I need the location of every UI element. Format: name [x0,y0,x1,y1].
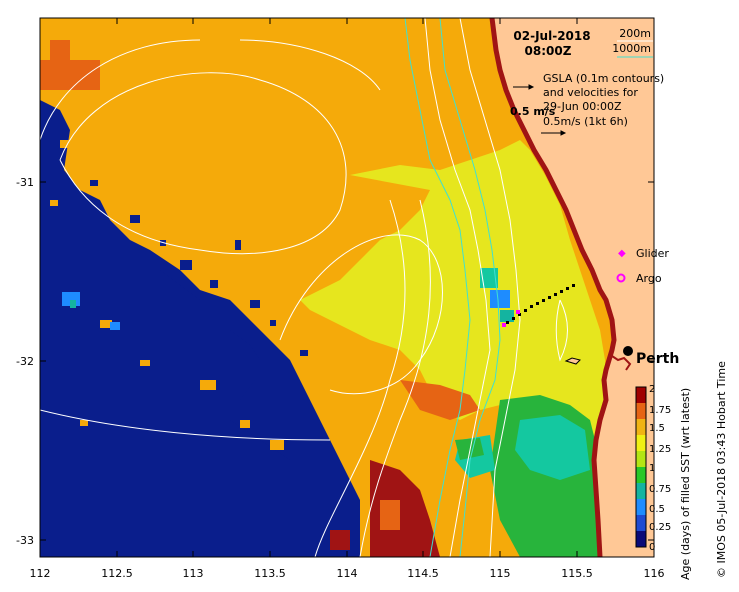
gsla-note: GSLA (0.1m contours) and velocities for … [510,72,664,128]
x-tick-label: 112.5 [101,567,133,580]
y-tick-labels: -31 -32 -33 [16,176,34,547]
colorbar-tick: 0.5 [649,504,665,515]
map-plot-area [40,18,654,557]
coastal-rim [489,18,617,557]
x-tick-label: 113 [183,567,204,580]
gsla-contours [40,39,568,557]
gsla-line1: GSLA (0.1m contours) [543,72,664,85]
yellow-shelf-region [300,140,605,440]
map-date: 02-Jul-2018 [513,29,590,43]
gsla-line2: and velocities for [543,86,638,99]
orange-speckles-in-blue [50,140,284,450]
depth-legend: 200m 1000m [612,27,653,58]
x-tick-label: 114 [337,567,358,580]
y-tick-label: -33 [16,534,34,547]
x-tick-labels: 112 112.5 113 113.5 114 114.5 115 115.5 … [30,567,665,580]
x-tick-label: 112 [30,567,51,580]
platform-legend: ◆ Glider Argo [616,247,669,285]
glider-track [502,284,575,327]
glider-marker-icon: ◆ [618,248,626,259]
credit-text: © IMOS 05-Jul-2018 03:43 Hobart Time [715,361,728,578]
cyan-spots-west [62,292,120,330]
gsla-line3: 29-Jun 00:00Z [543,100,622,113]
colorbar-tick: 0 [649,542,655,553]
colorbar-tick: 0.25 [649,522,671,533]
rottnest-outline [564,357,581,365]
colorbar-tick: 2 [649,384,655,395]
perth-marker [611,346,633,371]
x-tick-label: 115.5 [561,567,593,580]
x-tick-label: 113.5 [254,567,286,580]
argo-marker-icon [616,273,626,283]
colorbar-tick: 1.5 [649,423,665,434]
green-teal-coastal [455,395,600,557]
x-tick-label: 115 [490,567,511,580]
x-tick-label: 116 [644,567,665,580]
y-axis-ticks [40,181,654,541]
colorbar-tick: 1 [649,463,655,474]
land-mass [492,18,654,557]
x-axis-ticks [39,18,655,557]
y-tick-label: -32 [16,355,34,368]
depth-contours [404,18,521,557]
deep-blue-blob-1 [40,240,340,557]
city-label-perth: Perth [636,351,679,367]
gsla-line4: 0.5m/s (1kt 6h) [543,115,628,128]
colorbar-tick: 1.75 [649,405,671,416]
map-time: 08:00Z [525,44,572,58]
colorbar-tick: 1.25 [649,444,671,455]
velocity-arrows [513,84,567,136]
gsla-scale-label: 0.5 m/s [510,105,556,118]
y-tick-label: -31 [16,176,34,189]
colorbar-label: Age (days) of filled SST (wrt latest) [679,388,692,580]
glider-label: Glider [636,247,669,260]
x-tick-label: 114.5 [407,567,439,580]
teal-near-glider [480,268,514,322]
colorbar-tick: 0.75 [649,484,671,495]
dark-orange-patch-north [40,18,100,90]
depth-legend-shallow: 200m [619,27,651,40]
depth-legend-deep: 1000m [612,42,651,55]
colorbar: 0 0.25 0.5 0.75 1 1.25 1.5 1.75 2 Age (d… [635,384,692,580]
argo-label: Argo [636,272,662,285]
